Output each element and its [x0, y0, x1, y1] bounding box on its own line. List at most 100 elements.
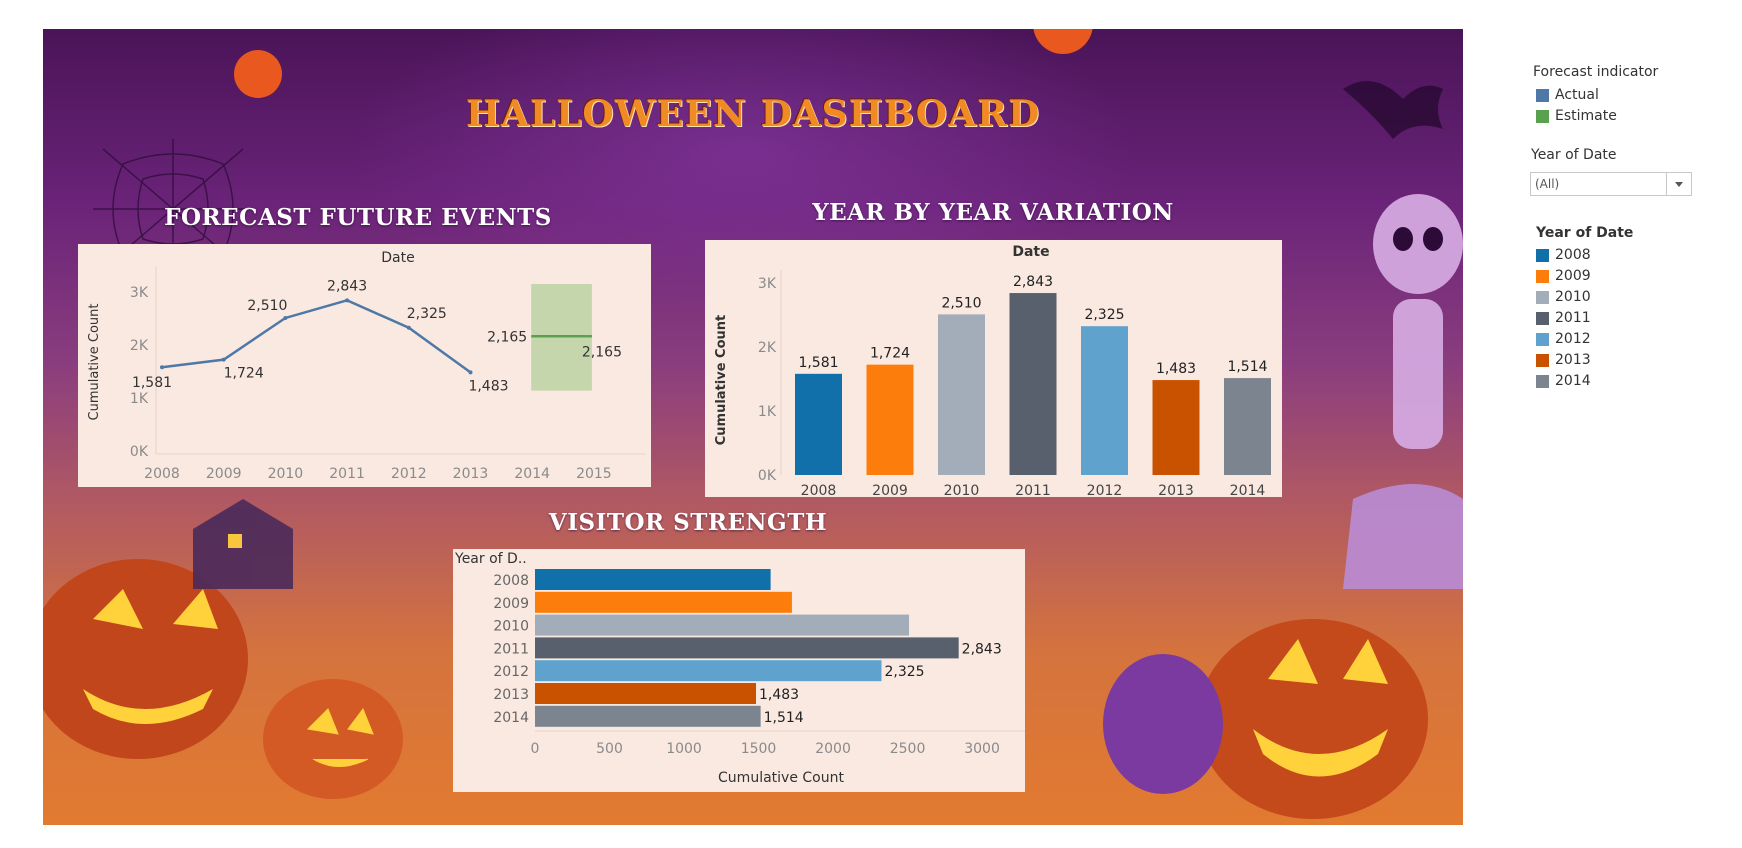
y-axis-title: Cumulative Count [714, 315, 729, 446]
data-label: 1,581 [132, 375, 172, 391]
y-tick-label: 2011 [493, 641, 529, 657]
legend-label: 2008 [1555, 247, 1591, 263]
x-tick-label: 2009 [206, 466, 242, 482]
legend-label: Actual [1555, 87, 1599, 103]
data-label: 2,510 [941, 295, 981, 311]
bar-2008[interactable] [535, 569, 771, 590]
data-label: 2,325 [1084, 307, 1124, 323]
data-label: 2,510 [247, 298, 287, 314]
bar-2013[interactable] [535, 683, 756, 704]
variation-chart-panel[interactable]: Date Cumulative Count 0K 1K 2K 3K 1,581 2008 1,7… [705, 240, 1282, 497]
data-point[interactable] [406, 325, 411, 330]
bar-2011[interactable] [535, 637, 959, 659]
legend-item-year[interactable]: 2008 [1536, 245, 1591, 265]
visitor-chart-panel[interactable]: Year of D.. 2008 2009 2010 2011 2,843 2012 2,32… [453, 549, 1025, 792]
legend-swatch [1536, 290, 1549, 304]
chart-header: Date [1012, 244, 1049, 260]
legend-item-actual[interactable]: Actual [1536, 85, 1599, 105]
chart-header: Date [381, 250, 414, 266]
x-tick-label: 2014 [1230, 483, 1266, 497]
legend-label: 2011 [1555, 310, 1591, 326]
bat-icon [1343, 81, 1443, 139]
x-axis-title: Cumulative Count [718, 770, 844, 786]
legend-swatch [1536, 88, 1549, 102]
data-point[interactable] [160, 365, 164, 370]
bar-2013[interactable] [1152, 380, 1200, 475]
y-tick-label: 0K [130, 444, 149, 460]
year-filter-dropdown[interactable]: (All) [1530, 172, 1692, 196]
x-tick-label: 2010 [944, 483, 980, 497]
x-tick-label: 2012 [391, 466, 427, 482]
legend-item-year[interactable]: 2009 [1536, 266, 1591, 286]
x-tick-label: 2500 [890, 741, 926, 757]
legend-item-year[interactable]: 2013 [1536, 350, 1591, 370]
legend-swatch [1536, 269, 1549, 283]
bar-2008[interactable] [795, 373, 842, 475]
x-tick-label: 2013 [453, 466, 489, 482]
x-tick-label: 2011 [329, 466, 365, 482]
x-tick-label: 1000 [666, 741, 702, 757]
legend-swatch [1536, 109, 1549, 123]
data-label: 1,724 [870, 346, 910, 362]
data-label: 2,165 [487, 329, 527, 345]
data-label: 2,843 [962, 641, 1002, 657]
dashboard-title: HALLOWEEN DASHBOARD [465, 93, 1041, 135]
data-point[interactable] [468, 370, 473, 375]
visitor-chart[interactable]: Year of D.. 2008 2009 2010 2011 2,843 2012 2,32… [453, 549, 1025, 792]
bar-2009[interactable] [866, 364, 914, 475]
legend-item-year[interactable]: 2014 [1536, 371, 1591, 391]
x-tick-label: 1500 [741, 741, 777, 757]
forecast-chart[interactable]: Date Cumulative Count 0K 1K 2K 3K 2008 2009 2010… [78, 244, 651, 487]
background-decoration [43, 29, 1463, 819]
forecast-chart-panel[interactable]: Date Cumulative Count 0K 1K 2K 3K 2008 2009 2010… [78, 244, 651, 487]
y-tick-label: 2K [758, 340, 777, 356]
y-tick-label: 2009 [493, 596, 529, 612]
y-tick-label: 2010 [493, 619, 529, 635]
forecast-legend-title: Forecast indicator [1533, 64, 1659, 80]
haunted-house-icon [193, 499, 293, 589]
legend-item-estimate[interactable]: Estimate [1536, 106, 1617, 126]
visitor-panel-title: VISITOR STRENGTH [548, 509, 828, 536]
variation-chart[interactable]: Date Cumulative Count 0K 1K 2K 3K 1,581 2008 1,7… [705, 240, 1282, 497]
data-label: 1,724 [224, 366, 264, 382]
legend-item-year[interactable]: 2012 [1536, 329, 1591, 349]
bar-2009[interactable] [535, 591, 792, 613]
x-tick-label: 2008 [801, 483, 837, 497]
y-tick-label: 3K [758, 276, 777, 292]
x-tick-label: 2012 [1087, 483, 1123, 497]
legend-item-year[interactable]: 2011 [1536, 308, 1591, 328]
data-label: 1,483 [468, 378, 508, 394]
bar-2014[interactable] [1224, 378, 1271, 475]
chart-header: Year of D.. [454, 551, 527, 567]
legend-swatch [1536, 332, 1549, 346]
x-tick-label: 2014 [514, 466, 550, 482]
y-tick-label: 1K [758, 404, 777, 420]
x-tick-label: 2008 [144, 466, 180, 482]
data-point[interactable] [283, 315, 288, 320]
forecast-panel-title: FORECAST FUTURE EVENTS [164, 204, 552, 231]
legend-swatch [1536, 311, 1549, 325]
series-line-actual[interactable] [161, 298, 472, 374]
bar-2012[interactable] [535, 660, 882, 682]
x-tick-label: 2013 [1158, 483, 1194, 497]
pumpkin-icon [43, 29, 1428, 819]
bar-2014[interactable] [535, 705, 761, 727]
bar-2012[interactable] [1081, 326, 1128, 475]
variation-panel-title: YEAR BY YEAR VARIATION [812, 199, 1174, 226]
data-label: 2,325 [407, 306, 447, 322]
legend-label: 2013 [1555, 352, 1591, 368]
legend-label: 2012 [1555, 331, 1591, 347]
year-filter-title: Year of Date [1531, 147, 1617, 163]
bar-2010[interactable] [938, 314, 985, 475]
chevron-down-icon [1675, 181, 1683, 187]
legend-item-year[interactable]: 2010 [1536, 287, 1591, 307]
data-point[interactable] [221, 357, 226, 362]
data-point[interactable] [345, 298, 350, 303]
bar-2010[interactable] [535, 614, 910, 636]
y-axis-title: Cumulative Count [87, 304, 102, 421]
bar-2011[interactable] [1009, 293, 1057, 475]
legend-label: Estimate [1555, 108, 1617, 124]
dropdown-button[interactable] [1666, 173, 1691, 195]
y-tick-label: 2K [130, 338, 149, 354]
x-tick-label: 2009 [872, 483, 908, 497]
